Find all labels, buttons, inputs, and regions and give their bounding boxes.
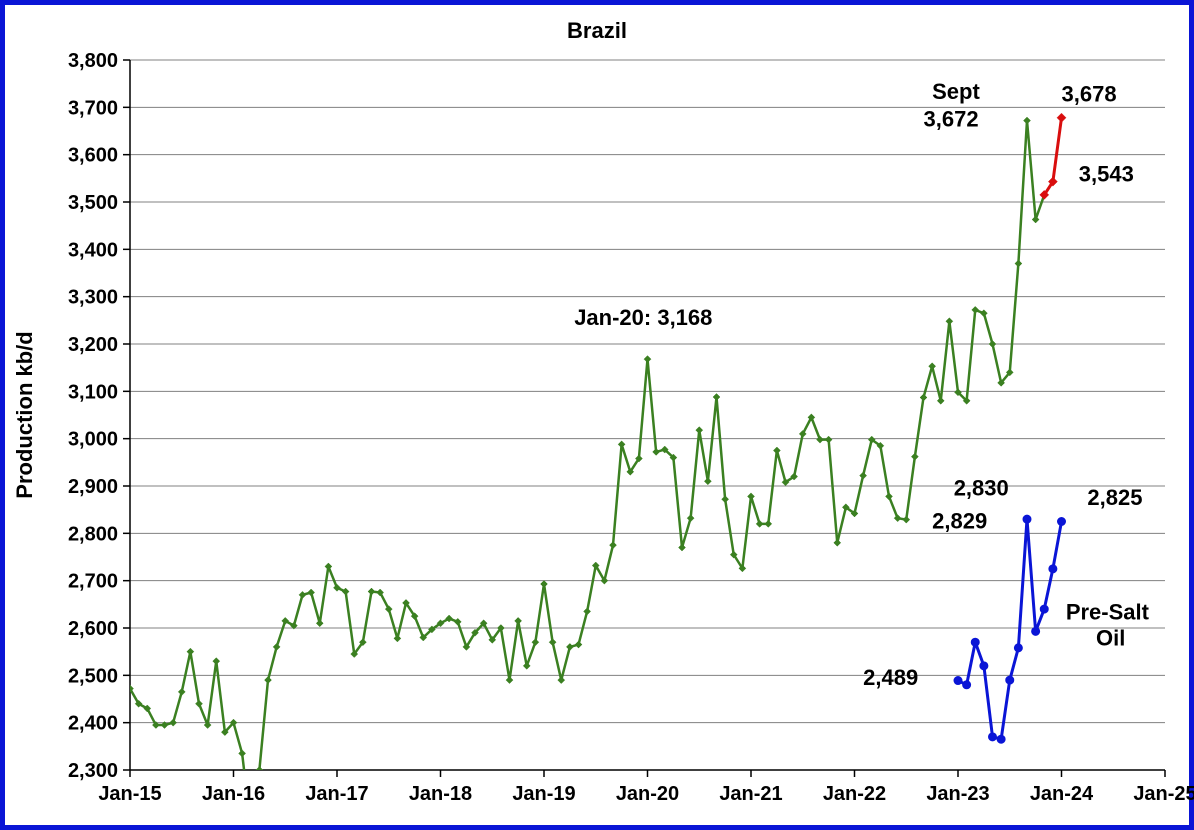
ann-sept: Sept	[932, 79, 980, 104]
pre-salt-oil-marker	[1032, 627, 1040, 635]
ytick-label: 3,700	[68, 97, 118, 119]
pre-salt-oil-marker	[1049, 565, 1057, 573]
ytick-label: 3,200	[68, 334, 118, 356]
xtick-label: Jan-16	[202, 783, 265, 805]
ann-presalt1: Pre-Salt	[1066, 599, 1150, 624]
ytick-label: 3,500	[68, 192, 118, 214]
y-axis-label: Production kb/d	[12, 331, 37, 498]
ann-3543: 3,543	[1079, 162, 1134, 187]
xtick-label: Jan-17	[305, 783, 368, 805]
xtick-label: Jan-20	[616, 783, 679, 805]
ytick-label: 2,800	[68, 523, 118, 545]
xtick-label: Jan-25	[1133, 783, 1194, 805]
pre-salt-oil-marker	[989, 733, 997, 741]
pre-salt-oil-marker	[1040, 605, 1048, 613]
xtick-label: Jan-23	[926, 783, 989, 805]
ytick-label: 3,800	[68, 50, 118, 72]
pre-salt-oil-marker	[971, 638, 979, 646]
ann-2830: 2,830	[954, 475, 1009, 500]
ytick-label: 2,300	[68, 760, 118, 782]
ann-2829: 2,829	[932, 509, 987, 534]
ann-2489: 2,489	[863, 665, 918, 690]
xtick-label: Jan-24	[1030, 783, 1094, 805]
xtick-label: Jan-19	[512, 783, 575, 805]
pre-salt-oil-marker	[954, 677, 962, 685]
ytick-label: 3,300	[68, 287, 118, 309]
ytick-label: 3,000	[68, 429, 118, 451]
ytick-label: 3,600	[68, 145, 118, 167]
ann-3678: 3,678	[1062, 82, 1117, 107]
pre-salt-oil-marker	[963, 681, 971, 689]
pre-salt-oil-marker	[980, 662, 988, 670]
ytick-label: 2,600	[68, 618, 118, 640]
pre-salt-oil-marker	[997, 735, 1005, 743]
ytick-label: 2,700	[68, 571, 118, 593]
xtick-label: Jan-22	[823, 783, 886, 805]
ytick-label: 2,400	[68, 713, 118, 735]
ann-presalt2: Oil	[1096, 626, 1125, 651]
pre-salt-oil-marker	[1023, 515, 1031, 523]
chart-container: Brazil 2,300 2,400 2,500 2,600 2,700 2,800 2,90…	[0, 0, 1194, 830]
ytick-label: 2,500	[68, 665, 118, 687]
pre-salt-oil-marker	[1006, 676, 1014, 684]
xtick-label: Jan-15	[98, 783, 161, 805]
ytick-label: 2,900	[68, 476, 118, 498]
chart-title: Brazil	[567, 18, 627, 43]
pre-salt-oil-marker	[1058, 518, 1066, 526]
xtick-label: Jan-21	[719, 783, 782, 805]
pre-salt-oil-marker	[1014, 644, 1022, 652]
ann-3672: 3,672	[924, 106, 979, 131]
xtick-label: Jan-18	[409, 783, 472, 805]
ann-2825: 2,825	[1087, 485, 1142, 510]
ann-jan20: Jan-20: 3,168	[574, 305, 712, 330]
ytick-label: 3,100	[68, 381, 118, 403]
ytick-label: 3,400	[68, 239, 118, 261]
